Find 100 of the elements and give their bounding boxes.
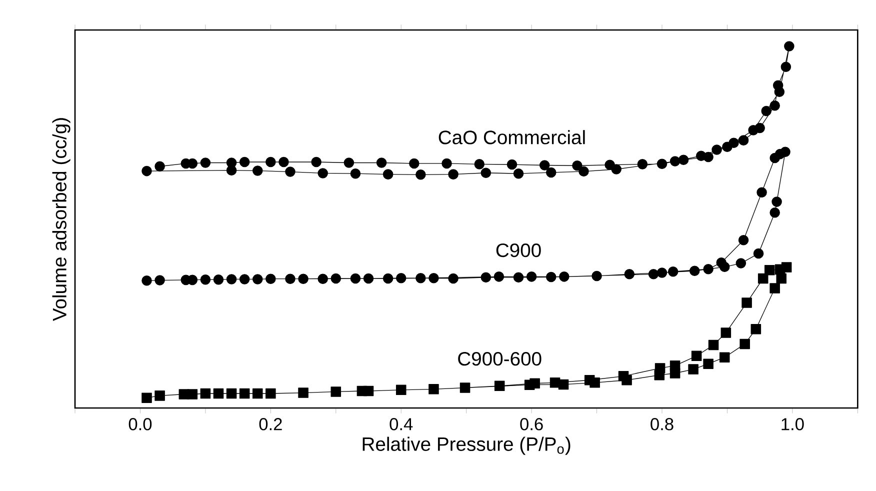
point [428, 272, 439, 284]
point [239, 388, 250, 399]
point [712, 144, 722, 155]
point [750, 324, 762, 334]
point [266, 388, 276, 399]
point [311, 156, 322, 168]
point [691, 350, 702, 362]
point [396, 272, 406, 284]
point [226, 274, 237, 284]
series-label: C900-600 [458, 352, 542, 366]
point [578, 166, 589, 177]
point [350, 168, 361, 179]
point [318, 168, 328, 178]
point [142, 392, 152, 403]
point [513, 168, 524, 179]
x-tick-label: 0.6 [520, 418, 543, 430]
point [546, 167, 556, 178]
x-tick-label: 1.0 [782, 418, 804, 430]
point [239, 274, 250, 284]
point [678, 154, 689, 165]
point [266, 156, 276, 168]
point [278, 156, 289, 168]
point [780, 62, 792, 72]
point [213, 388, 224, 399]
point [784, 41, 794, 52]
point [738, 235, 749, 246]
point [448, 273, 458, 284]
point [382, 169, 394, 180]
point [285, 166, 296, 177]
point [688, 364, 698, 374]
point [200, 158, 211, 168]
x-tick-label: 0.0 [128, 418, 152, 430]
point [239, 156, 250, 168]
point [703, 358, 714, 369]
point [298, 274, 308, 284]
point [670, 360, 680, 371]
point [572, 160, 582, 171]
point [754, 122, 765, 134]
point [758, 273, 768, 284]
point [624, 269, 635, 280]
point [539, 160, 550, 170]
point [396, 384, 406, 396]
point [318, 274, 328, 284]
point [550, 378, 560, 388]
point [494, 380, 505, 392]
point [226, 388, 237, 399]
point [719, 352, 730, 362]
point [774, 264, 786, 275]
point [382, 273, 394, 284]
point [154, 161, 165, 172]
point [637, 159, 648, 170]
point [409, 158, 420, 169]
point [187, 389, 198, 400]
point [770, 283, 780, 294]
point [142, 276, 152, 286]
point [266, 274, 276, 284]
point [200, 274, 211, 285]
point [442, 158, 452, 169]
point [648, 269, 659, 280]
point [559, 272, 570, 282]
point [592, 270, 602, 282]
point [756, 187, 767, 198]
point [494, 272, 504, 282]
y-axis-title: Volume adsorbed (cc/g) [52, 118, 70, 321]
point [252, 388, 263, 399]
point [350, 273, 361, 284]
point [285, 274, 296, 284]
point [474, 159, 485, 170]
point [668, 266, 678, 277]
point [416, 272, 426, 284]
point [480, 272, 492, 283]
point [460, 382, 470, 393]
x-tick-label: 0.4 [390, 418, 413, 430]
point [618, 371, 629, 382]
point [740, 338, 750, 350]
point [546, 272, 556, 282]
point [448, 169, 458, 180]
point [670, 156, 680, 166]
point [154, 275, 165, 286]
point [764, 265, 775, 276]
point [738, 135, 749, 146]
point [770, 152, 780, 164]
point [416, 170, 426, 180]
x-axis-title: Relative Pressure (P/P$_{o}$) [362, 436, 570, 455]
point [513, 272, 524, 283]
point [761, 106, 772, 116]
point [770, 100, 780, 111]
point [213, 274, 224, 285]
point [330, 273, 342, 284]
point [720, 328, 732, 338]
point [142, 166, 152, 176]
point [226, 158, 237, 168]
point [376, 158, 387, 168]
series-label: C900 [496, 243, 541, 258]
point [716, 257, 726, 268]
point [656, 158, 668, 169]
point [330, 386, 342, 397]
point [770, 208, 780, 218]
point [742, 298, 752, 308]
point [689, 266, 700, 276]
